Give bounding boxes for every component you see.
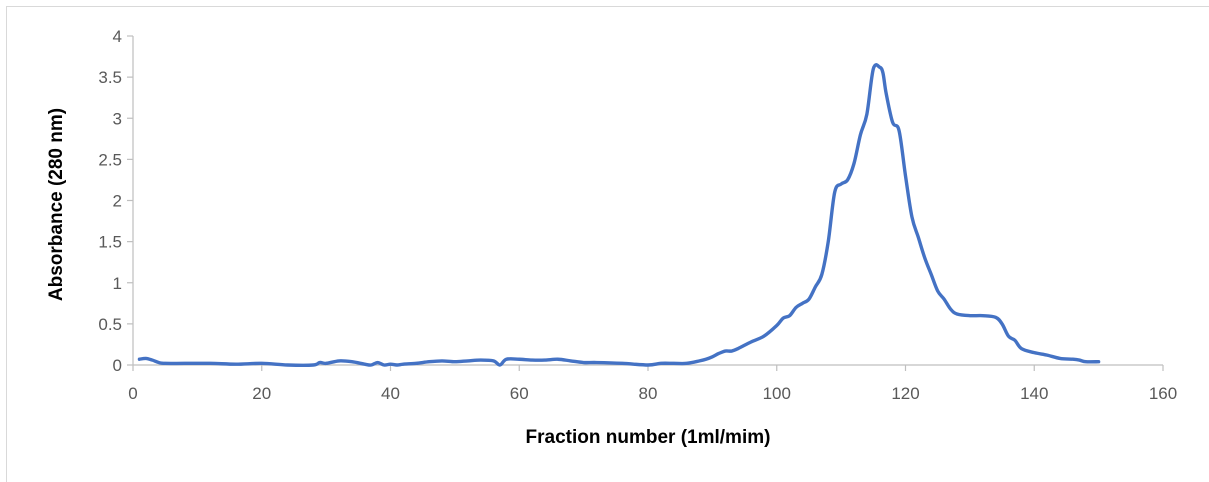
x-axis-ticks: 0 20 40 60 80 100 120 140 160 xyxy=(128,365,1177,403)
x-tick-label: 160 xyxy=(1149,384,1177,403)
x-tick-label: 40 xyxy=(381,384,400,403)
y-axis-ticks: 0 0.5 1 1.5 2 2.5 3 3.5 4 xyxy=(98,27,133,375)
y-tick-label: 1 xyxy=(113,274,122,293)
series-layer xyxy=(137,63,1101,367)
x-tick-label: 100 xyxy=(763,384,791,403)
series-line xyxy=(137,63,1101,367)
y-tick-label: 1.5 xyxy=(98,233,122,252)
y-axis-title: Absorbance (280 nm) xyxy=(46,108,67,301)
y-tick-label: 2 xyxy=(113,192,122,211)
x-tick-label: 20 xyxy=(252,384,271,403)
x-tick-label: 140 xyxy=(1020,384,1048,403)
y-tick-label: 3 xyxy=(113,109,122,128)
x-tick-label: 80 xyxy=(639,384,658,403)
x-axis-title: Fraction number (1ml/mim) xyxy=(526,427,771,448)
chart-area xyxy=(6,6,1209,482)
x-tick-label: 120 xyxy=(891,384,919,403)
y-tick-label: 4 xyxy=(113,27,122,46)
y-tick-label: 0 xyxy=(113,356,122,375)
y-tick-label: 3.5 xyxy=(98,68,122,87)
y-tick-label: 2.5 xyxy=(98,150,122,169)
x-tick-label: 0 xyxy=(128,384,137,403)
y-tick-label: 0.5 xyxy=(98,315,122,334)
x-tick-label: 60 xyxy=(510,384,529,403)
